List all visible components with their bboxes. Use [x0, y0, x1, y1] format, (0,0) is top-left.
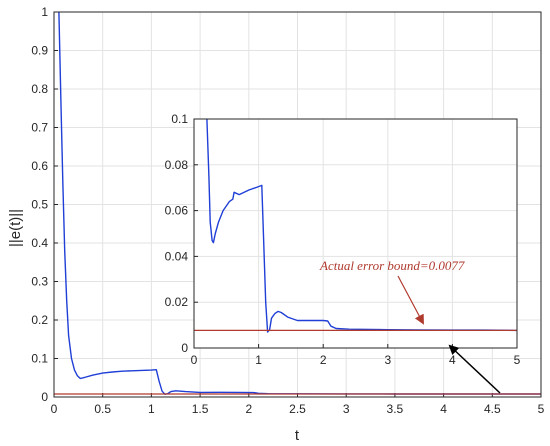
inset-x-tick-label: 0: [191, 353, 198, 367]
main-x-tick-label: 2.5: [289, 402, 306, 416]
main-x-tick-label: 3.5: [387, 402, 404, 416]
inset-y-tick-label: 0.08: [165, 158, 189, 172]
main-y-tick-label: 0.8: [31, 82, 48, 96]
main-x-tick-label: 0.5: [94, 402, 111, 416]
main-y-tick-label: 0.7: [31, 121, 48, 135]
error-bound-annotation-arrow: [397, 275, 424, 325]
inset-x-tick-label: 2: [320, 353, 327, 367]
main-x-tick-label: 1.5: [192, 402, 209, 416]
main-y-tick-label: 0.5: [31, 198, 48, 212]
main-y-tick-label: 0.3: [31, 275, 48, 289]
inset-y-tick-label: 0: [181, 341, 188, 355]
zoom-indicator-arrow: [448, 344, 501, 394]
main-y-tick-label: 0: [41, 390, 48, 404]
inset-x-tick-label: 5: [514, 353, 521, 367]
inset-plot: 0 1 2 3 4 5 0 0.02 0.04 0.06 0.08 0.1: [165, 112, 521, 367]
inset-y-tick-label: 0.1: [171, 112, 188, 126]
main-y-tick-label: 0.1: [31, 352, 48, 366]
main-x-tick-label: 4.5: [484, 402, 501, 416]
main-x-tick-label: 5: [538, 402, 545, 416]
main-y-tick-label: 1: [41, 5, 48, 19]
main-y-tick-label: 0.9: [31, 44, 48, 58]
main-axes-frame: [53, 11, 542, 398]
inset-y-tick-label: 0.02: [165, 295, 189, 309]
main-x-tick-label: 4: [440, 402, 447, 416]
inset-x-tick-label: 1: [255, 353, 262, 367]
inset-y-tick-label: 0.06: [165, 204, 189, 218]
inset-plot-area: [194, 119, 517, 348]
x-axis-label: t: [295, 427, 300, 444]
main-x-tick-label: 2: [245, 402, 252, 416]
inset-axes-frame: [193, 118, 518, 349]
main-x-tick-label: 3: [343, 402, 350, 416]
y-axis-label: ||e(t)||: [7, 209, 24, 247]
main-y-tick-label: 0.6: [31, 159, 48, 173]
main-x-tick-label: 0: [51, 402, 58, 416]
main-y-tick-label: 0.4: [31, 236, 48, 250]
main-x-tick-label: 1: [148, 402, 155, 416]
inset-x-tick-label: 3: [384, 353, 391, 367]
main-y-tick-label: 0.2: [31, 313, 48, 327]
error-bound-annotation: Actual error bound=0.0077: [319, 258, 465, 273]
inset-y-tick-label: 0.04: [165, 249, 189, 263]
inset-x-tick-label: 4: [449, 353, 456, 367]
